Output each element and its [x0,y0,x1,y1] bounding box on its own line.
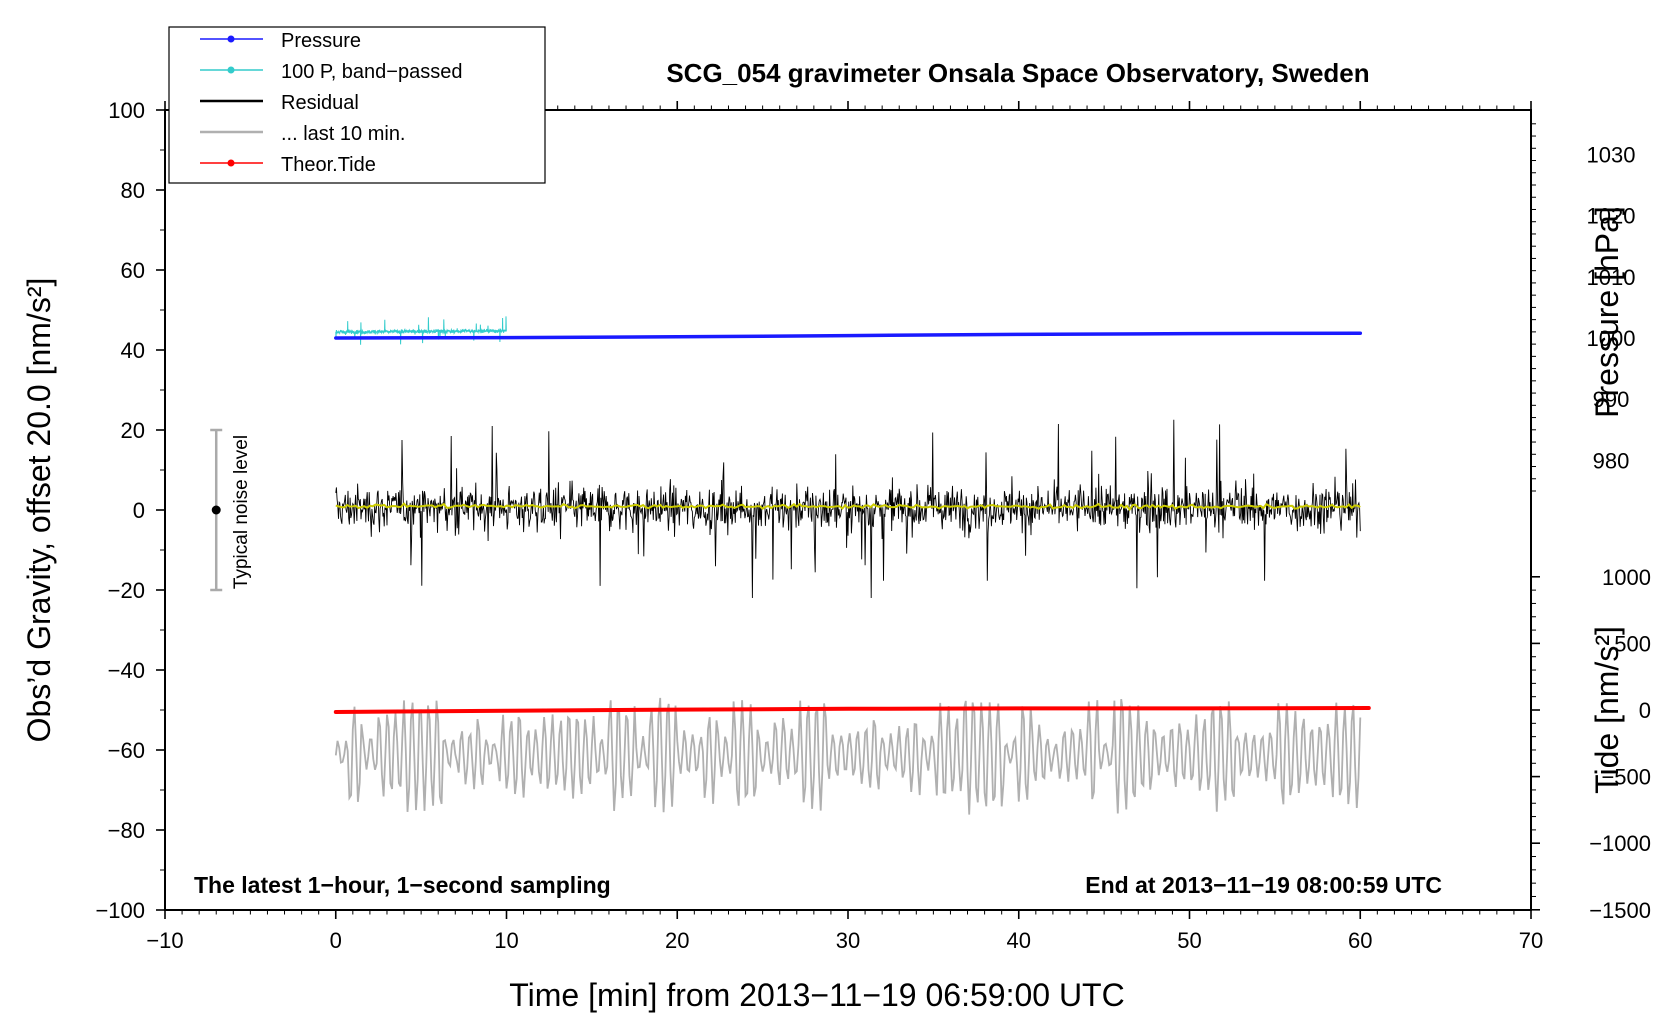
axis-tick-labels: −10 0 10 20 30 40 50 60 70100806040200−20−40−60−… [95,98,1651,953]
legend-label-bandpassed: 100 P, band−passed [281,61,462,83]
legend-marker-pressure [227,35,235,43]
pressure-tick-label: 1010 [1587,265,1636,290]
legend-label-pressure: Pressure [281,30,361,52]
annotation-bottom-left: The latest 1−hour, 1−second sampling [194,872,611,898]
pressure-tick-label: 980 [1593,448,1630,473]
y-tick-label: 100 [108,98,145,123]
tide-tick-label: −1000 [1589,831,1651,856]
y-tick-label: −100 [95,898,145,923]
y-tick-label: 0 [133,498,145,523]
legend-label-last10: ... last 10 min. [281,123,406,145]
legend-box [168,26,546,184]
series-theor-tide [333,706,1371,714]
legend-marker-tide [227,159,235,167]
pressure-tick-label: 1000 [1587,326,1636,351]
tide-tick-label: −500 [1601,765,1651,790]
x-tick-label: 60 [1348,928,1372,953]
series-residual-smoothed [335,502,1361,512]
legend-entry-tide: Theor.Tide [200,154,376,176]
pressure-tick-label: 1030 [1587,142,1636,167]
annotation-bottom-right: End at 2013−11−19 08:00:59 UTC [1085,872,1442,898]
x-tick-label: 40 [1007,928,1031,953]
pressure-tick-label: 1020 [1587,204,1636,229]
series-pressure [334,331,1363,340]
series-residual [335,419,1361,599]
noise-bar-label: Typical noise level [231,435,252,589]
legend-marker-bandpassed [227,66,235,74]
y-tick-label: −20 [108,578,145,603]
chart-title: SCG_054 gravimeter Onsala Space Observat… [666,58,1369,88]
x-tick-label: 50 [1177,928,1201,953]
y-axis-title-left: Obs’d Gravity, offset 20.0 [nm/s²] [21,278,57,743]
x-tick-label: 0 [330,928,342,953]
x-tick-label: 10 [494,928,518,953]
y-tick-label: 40 [121,338,145,363]
legend-label-tide: Theor.Tide [281,154,376,176]
legend-entry-bandpassed: 100 P, band−passed [200,61,462,83]
y-tick-label: −80 [108,818,145,843]
tide-tick-label: 500 [1614,631,1651,656]
y-tick-label: 20 [121,418,145,443]
series-layer [333,316,1371,815]
legend-entry-pressure: Pressure [200,30,361,52]
legend: Pressure 100 P, band−passed Residual ...… [168,26,546,184]
pressure-tick-label: 990 [1593,387,1630,412]
series-pressure-bandpassed [335,316,507,345]
y-tick-label: −60 [108,738,145,763]
series-last-10-min [334,697,1362,815]
tide-tick-label: 0 [1639,698,1651,723]
y-tick-label: 80 [121,178,145,203]
x-tick-label: −10 [146,928,183,953]
y-tick-label: −40 [108,658,145,683]
legend-entry-residual: Residual [200,92,359,114]
y-axis-title-pressure: Pressure [hPa] [1589,206,1625,418]
noise-bar: Typical noise level [210,428,252,592]
x-tick-label: 20 [665,928,689,953]
x-tick-label: 30 [836,928,860,953]
tide-tick-label: −1500 [1589,898,1651,923]
y-axis-title-tide: Tide [nm/s²] [1589,626,1625,794]
legend-label-residual: Residual [281,92,359,114]
y-tick-label: 60 [121,258,145,283]
x-tick-label: 70 [1519,928,1543,953]
legend-entry-last10: ... last 10 min. [200,123,406,145]
x-axis-title: Time [min] from 2013−11−19 06:59:00 UTC [509,977,1124,1013]
noise-bar-center-dot [211,505,221,515]
tide-tick-label: 1000 [1602,565,1651,590]
